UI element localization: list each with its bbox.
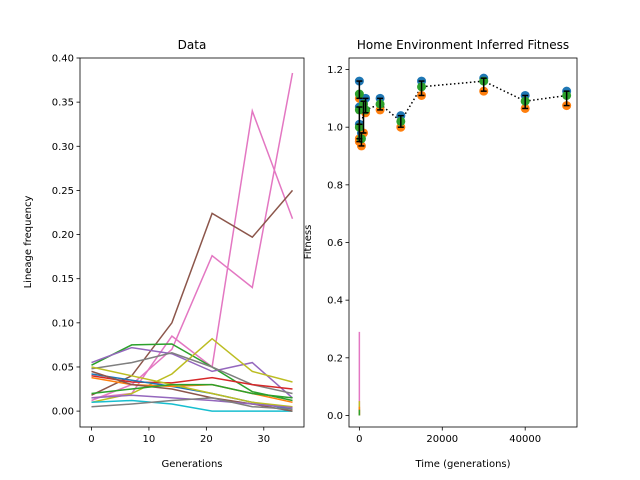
- right-chart-marks: [354, 73, 572, 416]
- y-tick-label: 0.25: [52, 186, 74, 197]
- y-tick-label: 0.8: [327, 180, 343, 191]
- y-tick-label: 0.40: [52, 54, 74, 65]
- x-tick-label: 20: [200, 434, 213, 445]
- y-tick-label: 0.00: [52, 407, 74, 418]
- x-tick-label: 0: [356, 434, 362, 445]
- right-chart-y-ticks: 0.0 0.2 0.4 0.6 0.8 1.0 1.2: [327, 65, 349, 422]
- lineage-line-5: [91, 346, 293, 399]
- fitness-error-bar-11: [522, 94, 529, 110]
- fitness-error-bar-1: [356, 80, 363, 100]
- left-chart-y-label: Lineage frequency: [23, 196, 34, 289]
- lineage-line-15: [91, 397, 293, 411]
- y-tick-label: 0.6: [327, 238, 343, 249]
- y-tick-label: 0.15: [52, 274, 74, 285]
- left-chart-title: Data: [178, 38, 207, 52]
- left-chart-y-ticks: 0.00 0.05 0.10 0.15 0.20 0.25 0.30 0.35 0.40: [52, 54, 80, 418]
- fitness-error-bar-6: [362, 97, 369, 114]
- y-tick-label: 1.0: [327, 123, 343, 134]
- fitness-error-bar-8: [397, 114, 404, 128]
- left-chart-x-ticks: 0 10 20 30: [88, 427, 270, 445]
- y-tick-label: 0.35: [52, 98, 74, 109]
- lineage-line-13: [91, 366, 293, 408]
- y-tick-label: 0.20: [52, 230, 74, 241]
- right-chart-title: Home Environment Inferred Fitness: [357, 38, 569, 52]
- y-tick-label: 0.0: [327, 411, 343, 422]
- lineage-line-16: [91, 383, 293, 399]
- right-chart-y-label: Fitness: [303, 225, 314, 260]
- left-chart-frame: [79, 57, 305, 428]
- left-chart-x-label: Generations: [162, 459, 223, 470]
- left-chart-series: [91, 72, 294, 412]
- lineage-line-1: [91, 72, 294, 402]
- y-tick-label: 1.2: [327, 65, 343, 76]
- right-chart: Home Environment Inferred Fitness 0 20000…: [303, 38, 578, 470]
- x-tick-label: 0: [88, 434, 94, 445]
- x-tick-label: 20000: [426, 434, 458, 445]
- left-chart: Data 0 10 20 30 0.00 0.05 0.10 0.15 0.20 0.25 0.3…: [23, 38, 305, 470]
- x-tick-label: 10: [143, 434, 156, 445]
- lineage-line-8: [91, 375, 293, 390]
- x-tick-label: 30: [257, 434, 270, 445]
- y-tick-label: 0.05: [52, 362, 74, 373]
- fitness-error-bar-10: [480, 77, 487, 92]
- y-tick-label: 0.10: [52, 318, 74, 329]
- lineage-line-11: [91, 399, 293, 412]
- fitness-error-bar-12: [563, 90, 570, 107]
- fitness-error-bar-9: [418, 80, 425, 97]
- y-tick-label: 0.30: [52, 142, 74, 153]
- right-chart-x-ticks: 0 20000 40000: [356, 427, 541, 445]
- y-tick-label: 0.4: [327, 296, 343, 307]
- y-tick-label: 0.2: [327, 353, 343, 364]
- fitness-error-bar-7: [377, 97, 384, 111]
- x-tick-label: 40000: [509, 434, 541, 445]
- right-chart-x-label: Time (generations): [414, 459, 510, 470]
